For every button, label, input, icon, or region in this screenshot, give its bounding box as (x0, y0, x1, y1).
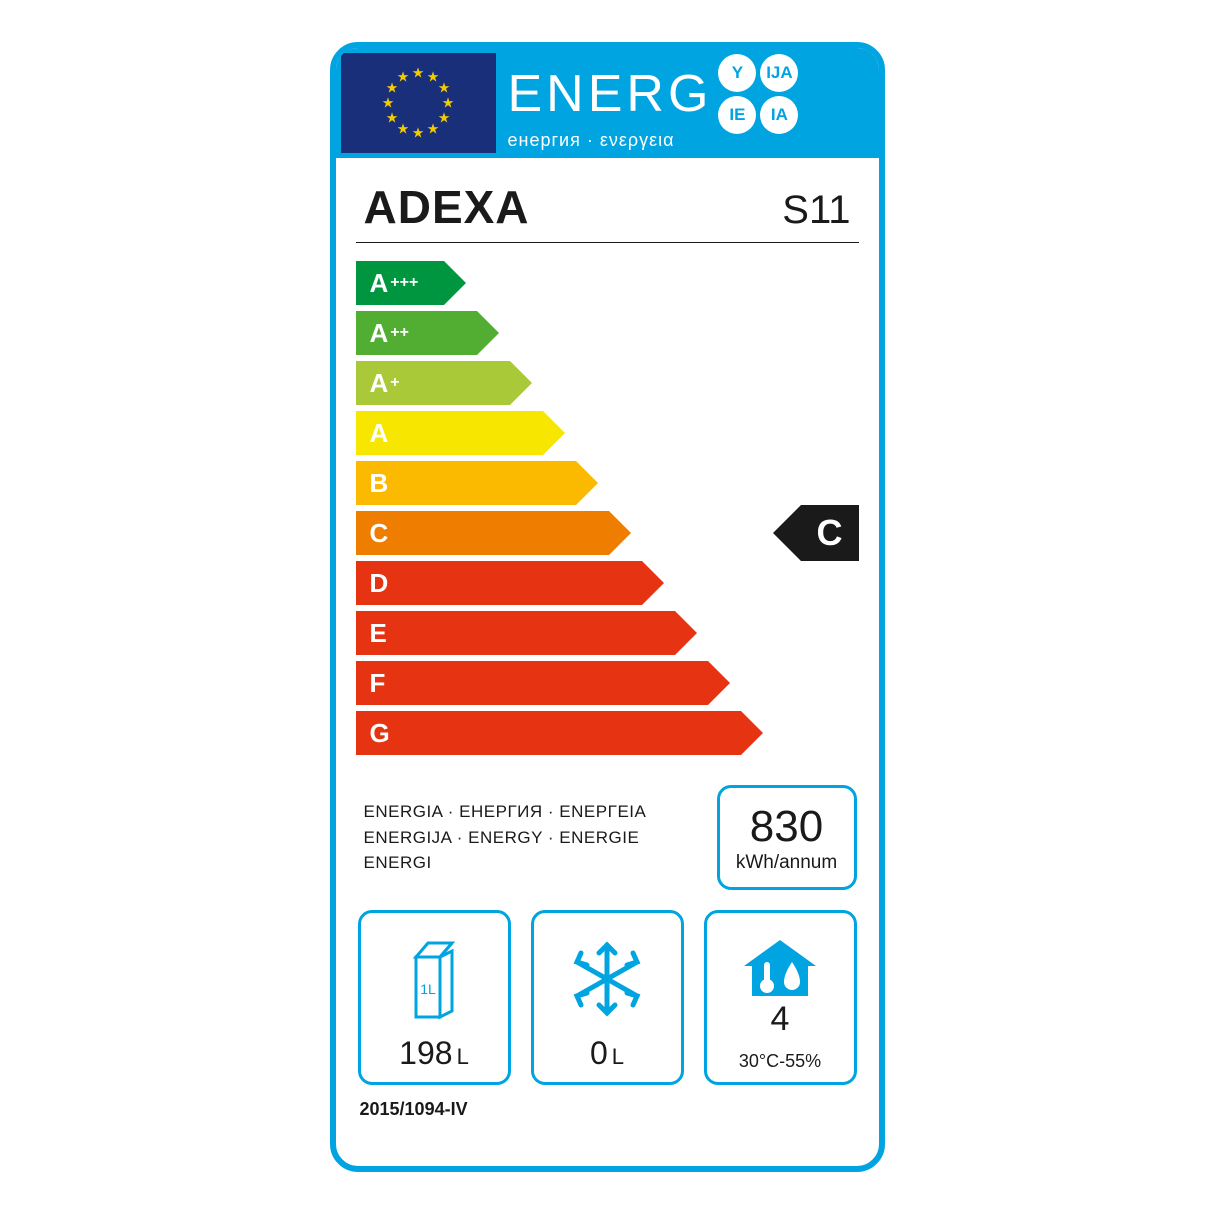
house-icon (738, 936, 822, 1000)
brand-name: ADEXA (364, 180, 530, 234)
efficiency-arrow: A+ (356, 361, 763, 405)
kwh-unit: kWh/annum (736, 852, 837, 874)
fresh-volume-box: 1L 198L (358, 910, 511, 1085)
energ-title: ENERG (508, 64, 713, 124)
language-circles: YIJAIEIA (718, 54, 798, 134)
regulation-footnote: 2015/1094-IV (336, 1093, 879, 1120)
lang-circle: IE (718, 96, 756, 134)
climate-class-value: 4 (771, 1000, 790, 1039)
snowflake-icon (567, 939, 647, 1019)
svg-text:1L: 1L (420, 981, 436, 997)
climate-range: 30°C-55% (739, 1051, 821, 1072)
kwh-box: 830 kWh/annum (717, 785, 857, 890)
efficiency-arrow: A++ (356, 311, 763, 355)
energ-subtitle: енергия · ενεργεια (508, 130, 869, 151)
frozen-volume-value: 0L (590, 1035, 624, 1072)
frozen-volume-box: 0L (531, 910, 684, 1085)
efficiency-arrow: E (356, 611, 763, 655)
header: ★★★★★★★★★★★★ ENERG YIJAIEIA енергия · εν… (336, 48, 879, 158)
efficiency-arrow: B (356, 461, 763, 505)
climate-class-box: 4 30°C-55% (704, 910, 857, 1085)
divider (356, 242, 859, 243)
rating-pointer: C (773, 505, 859, 561)
efficiency-arrow: F (356, 661, 763, 705)
spec-row: 1L 198L (336, 906, 879, 1093)
eu-flag: ★★★★★★★★★★★★ (341, 53, 496, 153)
milk-carton-icon: 1L (410, 939, 458, 1019)
efficiency-arrow: G (356, 711, 763, 755)
efficiency-arrow: A+++ (356, 261, 763, 305)
energ-block: ENERG YIJAIEIA енергия · ενεργεια (504, 48, 879, 158)
energy-label: ★★★★★★★★★★★★ ENERG YIJAIEIA енергия · εν… (330, 42, 885, 1172)
energy-word-list: ENERGIA · ЕНЕРГИЯ · ΕΝΕΡΓΕΙΑENERGIJA · E… (364, 799, 647, 876)
efficiency-arrow: D (356, 561, 763, 605)
fresh-volume-value: 198L (399, 1035, 469, 1072)
energy-consumption-row: ENERGIA · ЕНЕРГИЯ · ΕΝΕΡΓΕΙΑENERGIJA · E… (336, 761, 879, 906)
kwh-value: 830 (750, 802, 823, 852)
efficiency-arrow: A (356, 411, 763, 455)
efficiency-scale: A+++ A++ A+ ABCDEFG C (336, 261, 879, 761)
lang-circle: Y (718, 54, 756, 92)
model-number: S11 (782, 188, 850, 233)
efficiency-arrow: C (356, 511, 763, 555)
lang-circle: IJA (760, 54, 798, 92)
brand-row: ADEXA S11 (336, 158, 879, 242)
lang-circle: IA (760, 96, 798, 134)
